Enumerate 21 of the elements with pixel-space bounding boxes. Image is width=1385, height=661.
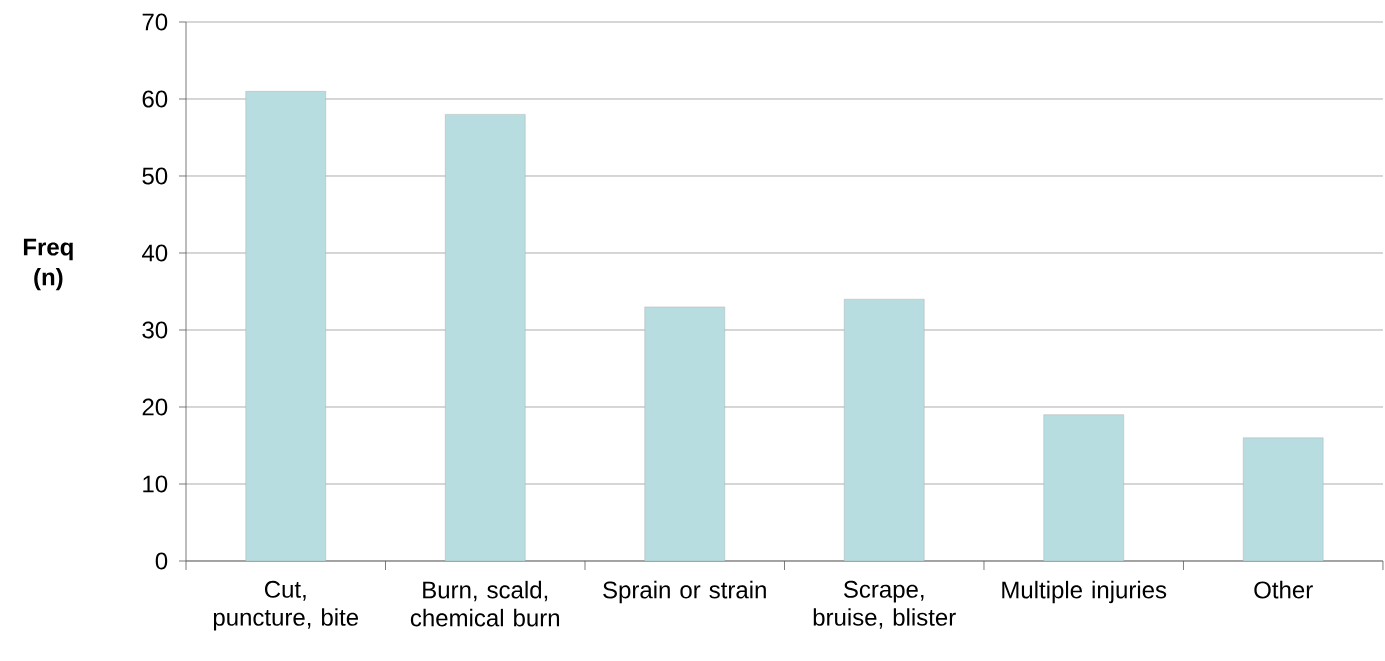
y-tick-label: 70 <box>142 13 168 31</box>
bar <box>245 91 326 561</box>
x-tick-label: Multiple injuries <box>1002 580 1167 604</box>
y-tick-label: 30 <box>142 321 168 339</box>
y-tick-label: 0 <box>155 552 168 570</box>
bar <box>445 114 526 561</box>
x-tick-label: Sprain or strain <box>603 580 766 604</box>
x-tick-label: Burn, scald, chemical burn <box>410 580 560 627</box>
bar <box>844 298 925 561</box>
bar <box>1243 437 1324 561</box>
y-axis-title: Freq (n) <box>23 238 73 291</box>
y-tick-label: 20 <box>142 398 168 416</box>
bar <box>644 306 725 561</box>
bar <box>1043 414 1124 561</box>
x-tick-label: Scrape, bruise, blister <box>813 580 956 629</box>
x-tick-label: Other <box>1254 580 1313 599</box>
y-tick-label: 10 <box>143 475 168 493</box>
y-tick-label: 40 <box>142 244 168 262</box>
x-tick-label: Cut, puncture, bite <box>213 580 359 631</box>
y-tick-label: 60 <box>142 90 168 108</box>
y-tick-label: 50 <box>142 167 168 185</box>
